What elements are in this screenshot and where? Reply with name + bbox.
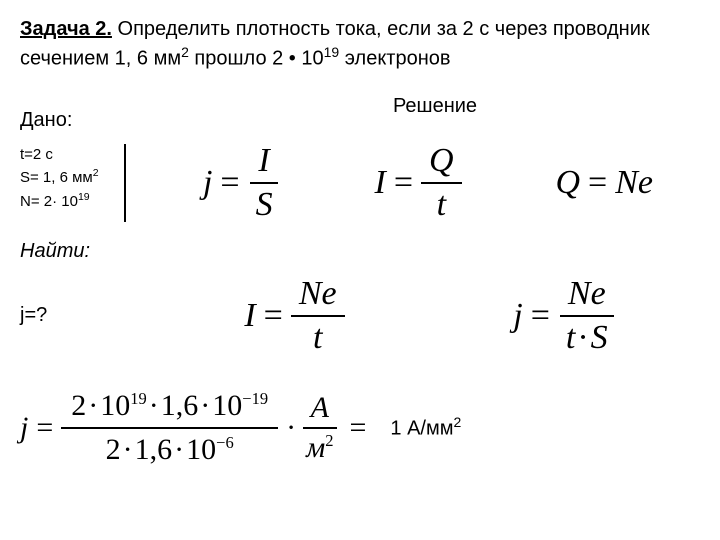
given-line1: t=2 с: [20, 144, 118, 167]
row-given-formulas: t=2 с S= 1, 6 мм2 N= 2· 1019 j= IS I= Qt…: [20, 140, 700, 226]
given-line2: S= 1, 6 мм2: [20, 166, 118, 190]
formula-I-Qt: I= Qt: [375, 140, 462, 226]
statement-p3: электронов: [339, 48, 450, 70]
given-label: Дано:: [20, 85, 130, 132]
statement-sup2: 19: [324, 44, 340, 60]
formulas-row2: j= IS I= Qt Q=Ne: [126, 140, 700, 226]
formulas-row3: I= Net j= Ne t·S: [140, 273, 700, 359]
row-find-formulas: j=? I= Net j= Ne t·S: [20, 273, 700, 359]
answer: 1 А/мм2: [374, 414, 461, 441]
formula-I-Net: I= Net: [244, 273, 344, 359]
given-block: t=2 с S= 1, 6 мм2 N= 2· 1019: [20, 144, 126, 222]
formula-calculation: j= 2·1019·1,6·10−19 2·1,6·10−6 · A м2 =: [20, 385, 374, 471]
problem-statement: Задача 2. Определить плотность тока, есл…: [20, 16, 700, 73]
row-calculation: j= 2·1019·1,6·10−19 2·1,6·10−6 · A м2 = …: [20, 385, 700, 471]
formula-j-IS: j= IS: [203, 140, 281, 226]
solution-label: Решение: [130, 85, 700, 132]
formula-Q-Ne: Q=Ne: [555, 164, 653, 202]
task-label: Задача 2.: [20, 18, 112, 40]
given-line3: N= 2· 1019: [20, 190, 118, 214]
labels-row: Дано: Решение: [20, 85, 700, 132]
find-jq: j=?: [20, 304, 140, 327]
statement-sup1: 2: [181, 44, 189, 60]
find-label: Найти:: [20, 240, 700, 263]
formula-j-NetS: j= Ne t·S: [513, 273, 615, 359]
statement-p2: прошло 2 • 10: [189, 48, 324, 70]
